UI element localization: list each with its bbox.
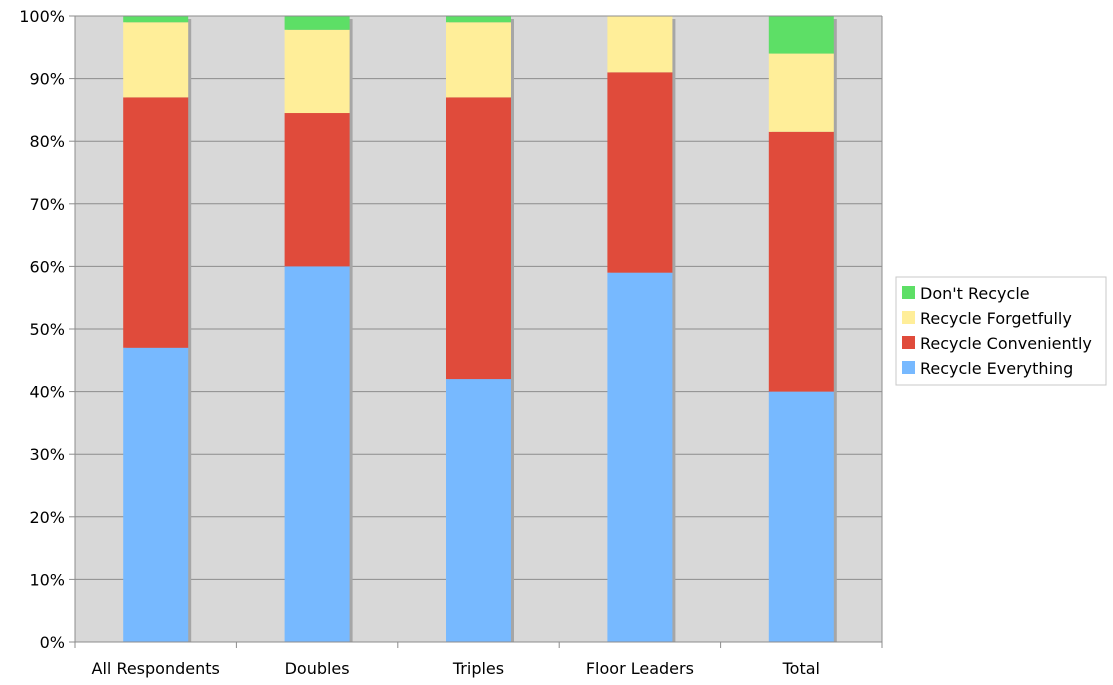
- x-tick-label: Triples: [452, 659, 504, 678]
- bar-segment: [446, 22, 511, 98]
- bar-segment: [123, 347, 189, 642]
- legend-swatch: [902, 311, 915, 324]
- y-tick-label: 70%: [29, 195, 65, 214]
- legend-label: Don't Recycle: [920, 284, 1030, 303]
- bar-segment: [607, 16, 673, 73]
- legend: Don't Recycle Recycle Forgetfully Recycle …: [895, 276, 1107, 386]
- bar-segment: [284, 29, 350, 114]
- legend-label: Recycle Everything: [920, 359, 1073, 378]
- x-tick-label: Total: [782, 659, 820, 678]
- bar-segment: [446, 379, 511, 642]
- y-tick-label: 50%: [29, 320, 65, 339]
- bar-segment: [607, 272, 673, 642]
- legend-swatch: [902, 361, 915, 374]
- y-tick-label: 10%: [29, 570, 65, 589]
- legend-box: [895, 276, 1107, 386]
- legend-label: Recycle Conveniently: [920, 334, 1092, 353]
- bar-segment: [607, 72, 673, 273]
- axes: 0% 10% 20% 30% 40% 50% 60% 70% 80% 90% 100% All Res…: [19, 7, 883, 678]
- bar-segment: [768, 53, 834, 132]
- bar-segment: [284, 266, 350, 642]
- y-tick-label: 20%: [29, 508, 65, 527]
- bar-segment: [123, 16, 189, 23]
- x-tick-label: All Respondents: [92, 659, 220, 678]
- y-tick-label: 60%: [29, 257, 65, 276]
- y-tick-label: 0%: [40, 633, 65, 652]
- bar-segment: [446, 16, 511, 23]
- x-tick-label: Floor Leaders: [586, 659, 694, 678]
- y-tick-label: 30%: [29, 445, 65, 464]
- bars: [123, 16, 837, 642]
- bar-segment: [768, 391, 834, 642]
- x-tick-label: Doubles: [285, 659, 350, 678]
- y-tick-label: 40%: [29, 383, 65, 402]
- legend-swatch: [902, 336, 915, 349]
- y-tick-label: 80%: [29, 132, 65, 151]
- bar-segment: [123, 97, 189, 348]
- bar-segment: [768, 16, 834, 54]
- y-tick-label: 90%: [29, 70, 65, 89]
- bar-segment: [284, 113, 350, 267]
- bar-segment: [123, 22, 189, 98]
- legend-swatch: [902, 286, 915, 299]
- legend-label: Recycle Forgetfully: [920, 309, 1072, 328]
- bar-segment: [446, 97, 511, 380]
- bar-segment: [284, 16, 350, 30]
- bar-segment: [768, 131, 834, 392]
- y-tick-label: 100%: [19, 7, 65, 26]
